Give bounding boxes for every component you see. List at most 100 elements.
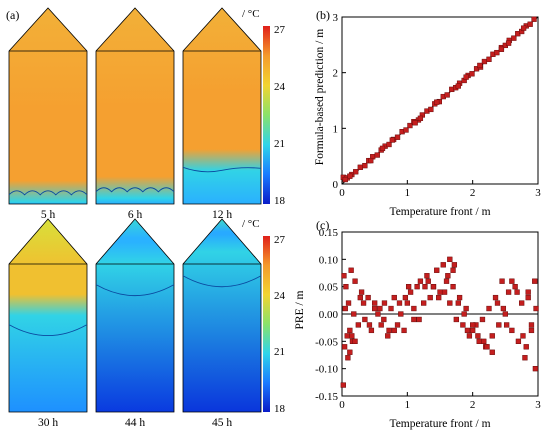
snapshot-time-label: 45 h (212, 417, 232, 429)
data-point (386, 141, 392, 148)
data-point (412, 120, 418, 126)
data-point (447, 256, 453, 262)
data-point (427, 294, 433, 301)
data-point (481, 338, 487, 344)
y-tick-label: -0.15 (315, 391, 338, 403)
scatter-plot-c: 0 1 2 3 0.15 0.10 0.05 0.00 -0.05 -0.10 -0.15 (315, 227, 541, 411)
panel-b: (b) 0 1 2 3 0 1 2 3 Temperature front / m Formu… (314, 8, 541, 218)
data-point (368, 157, 374, 164)
data-point (391, 327, 397, 334)
data-point (365, 294, 371, 301)
x-tick-label: 2 (470, 187, 476, 199)
data-point (475, 333, 481, 339)
data-point (484, 344, 490, 350)
heatmap-row-top: 5 h 6 h 12 h (8, 7, 262, 221)
data-point (496, 322, 502, 328)
data-point (362, 316, 368, 323)
data-point (445, 273, 451, 279)
data-point (344, 333, 350, 339)
data-point (357, 164, 363, 170)
colorbar-bottom-unit: / °C (242, 218, 260, 230)
data-point (519, 300, 525, 306)
data-point (357, 294, 363, 301)
heatmap-snapshot: 6 h (95, 7, 175, 221)
data-point (375, 311, 381, 317)
data-point (430, 284, 437, 290)
snapshot-time-label: 30 h (38, 417, 58, 429)
data-point (386, 327, 392, 334)
data-point (533, 305, 539, 312)
x-tick-label: 1 (405, 399, 411, 411)
data-point (531, 16, 537, 22)
data-point (450, 284, 456, 290)
data-point (360, 300, 367, 306)
colorbar-bottom-tick-21: 21 (274, 346, 285, 358)
data-point (398, 311, 404, 317)
data-point (509, 327, 515, 334)
x-tick-label: 0 (339, 187, 345, 199)
data-point (469, 71, 475, 77)
data-point (396, 300, 403, 306)
data-point (343, 284, 349, 290)
y-tick-label: 1 (333, 123, 339, 135)
snapshot-time-label: 6 h (128, 209, 143, 221)
data-point (520, 25, 527, 31)
data-point (394, 134, 401, 140)
data-point (434, 99, 440, 105)
data-point (402, 294, 409, 301)
tank-body (95, 218, 175, 413)
data-point (428, 106, 434, 113)
data-point (411, 316, 417, 323)
data-point (394, 322, 401, 328)
data-point (455, 83, 461, 89)
data-point (347, 327, 353, 334)
data-point (489, 349, 495, 355)
data-point (525, 289, 531, 295)
tank-body (8, 7, 88, 205)
data-point (424, 273, 430, 279)
data-point (509, 278, 515, 284)
data-point (447, 300, 453, 306)
colorbar-top-tick-24: 24 (274, 81, 286, 93)
colorbar-bottom: / °C 27 24 21 18 (242, 218, 286, 415)
y-tick-label: 0.05 (319, 282, 339, 294)
data-point (347, 173, 353, 179)
data-point (349, 333, 355, 339)
data-point (388, 305, 394, 312)
x-tick-label: 2 (470, 399, 476, 411)
colorbar-top-bar (263, 26, 270, 204)
x-tick-label: 1 (405, 187, 411, 199)
data-point (345, 300, 352, 306)
heatmap-snapshot: 5 h (8, 7, 88, 221)
data-point (411, 305, 417, 312)
panel-c-xlabel: Temperature front / m (389, 418, 490, 430)
panel-b-ylabel: Formula-based prediction / m (314, 29, 326, 165)
data-point (378, 322, 384, 328)
colorbar-top-tick-27: 27 (274, 24, 286, 36)
data-point (470, 327, 476, 334)
heatmap-snapshot: 45 h (182, 218, 262, 429)
data-point (366, 322, 373, 328)
data-point (456, 294, 463, 301)
tank-body (95, 7, 175, 205)
heatmap-row-bottom: 30 h 44 h 45 h (8, 218, 262, 429)
y-tick-label: 3 (333, 12, 339, 24)
panel-b-label: (b) (316, 8, 330, 22)
data-point (417, 115, 424, 121)
data-point (434, 267, 440, 273)
temperature-front-line (182, 166, 262, 173)
data-point (532, 366, 539, 372)
data-point (405, 284, 412, 290)
data-point (464, 327, 471, 334)
data-point (416, 316, 422, 323)
y-tick-label: -0.05 (315, 336, 338, 348)
y-tick-label: 0 (333, 179, 339, 191)
x-tick-label: 3 (535, 399, 541, 411)
data-point (362, 162, 368, 169)
panel-c-label: (c) (316, 218, 329, 232)
data-point (351, 311, 357, 317)
data-point (340, 382, 346, 388)
data-point (520, 333, 526, 339)
colorbar-bottom-tick-24: 24 (274, 290, 286, 302)
data-point (498, 46, 505, 52)
